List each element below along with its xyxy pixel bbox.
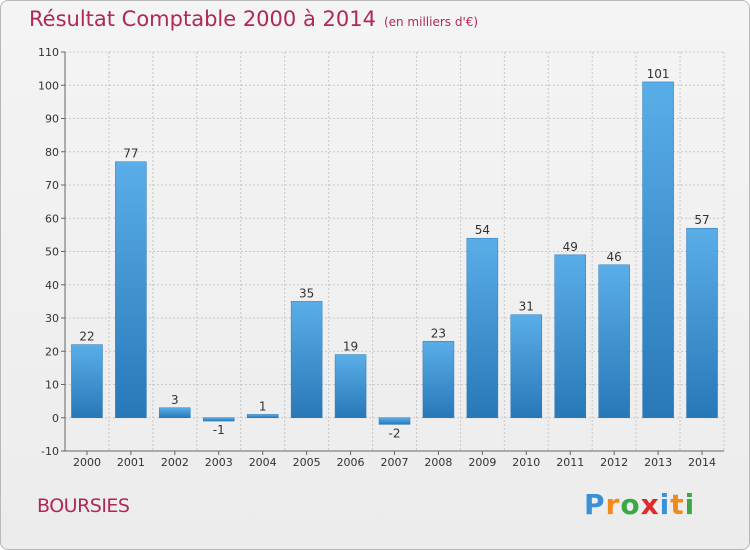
logo-letter: x (640, 488, 660, 521)
value-label-2014: 57 (694, 213, 709, 227)
x-tick-label-2010: 2010 (512, 456, 540, 469)
value-label-2006: 19 (343, 340, 358, 354)
value-label-2009: 54 (475, 223, 490, 237)
commune-name: BOURSIES (37, 495, 130, 517)
value-label-2012: 46 (607, 250, 622, 264)
value-label-2008: 23 (431, 326, 446, 340)
bar-2011 (554, 254, 586, 418)
value-label-2010: 31 (519, 300, 534, 314)
bar-2013 (642, 81, 674, 419)
y-tick-label: 30 (45, 312, 59, 325)
x-tick-label-2012: 2012 (600, 456, 628, 469)
value-label-2005: 35 (299, 286, 314, 300)
x-tick-label-2004: 2004 (249, 456, 277, 469)
x-tick-label-2005: 2005 (293, 456, 321, 469)
bar-2012 (598, 264, 630, 418)
x-tick-label-2001: 2001 (117, 456, 145, 469)
logo-letter: r (605, 488, 621, 521)
bar-2000 (71, 344, 103, 419)
x-tick-label-2011: 2011 (556, 456, 584, 469)
axes: -10 0 10 20 30 40 50 60 70 80 90 100 110 (38, 46, 724, 458)
bar-2010 (510, 314, 543, 418)
chart-subtitle: (en milliers d'€) (383, 15, 479, 29)
y-tick-label: 20 (45, 345, 59, 358)
x-tick-label-2003: 2003 (205, 456, 233, 469)
value-label-2007: -2 (389, 426, 401, 440)
x-tick-label-2008: 2008 (424, 456, 452, 469)
value-label-2011: 49 (563, 240, 578, 254)
y-tick-label: 0 (52, 412, 59, 425)
y-tick-label: 40 (45, 279, 59, 292)
y-tick-label: -10 (41, 445, 59, 458)
x-tick-label-2002: 2002 (161, 456, 189, 469)
bar-2007 (378, 417, 411, 425)
y-tick-label: 80 (45, 146, 59, 159)
value-label-2000: 22 (79, 330, 94, 344)
y-tick-label: 10 (45, 379, 59, 392)
x-tick-label-2006: 2006 (337, 456, 365, 469)
bar-2008 (422, 341, 455, 418)
proxiti-logo: Proxiti (584, 488, 695, 521)
value-label-2001: 77 (123, 147, 138, 161)
bar-2005 (290, 301, 323, 418)
labels: 22 2000 77 2001 3 2002 -1 2003 1 2004 35 2005 19 2006… (73, 67, 716, 469)
logo-letter: i (659, 488, 671, 521)
y-tick-label: 70 (45, 179, 59, 192)
value-label-2013: 101 (647, 67, 670, 81)
bar-2004 (246, 414, 279, 418)
logo-letter: i (684, 488, 696, 521)
bar-2006 (334, 354, 367, 419)
y-tick-label: 100 (38, 79, 59, 92)
x-tick-label-2013: 2013 (644, 456, 672, 469)
x-tick-label-2007: 2007 (381, 456, 409, 469)
value-label-2004: 1 (259, 399, 267, 413)
chart-title-text: Résultat Comptable 2000 à 2014 (29, 7, 376, 31)
x-tick-label-2009: 2009 (468, 456, 496, 469)
bar-2003 (203, 417, 235, 422)
y-tick-label: 50 (45, 246, 59, 259)
y-tick-label: 110 (38, 46, 59, 59)
x-tick-label-2014: 2014 (688, 456, 716, 469)
bars (71, 81, 718, 425)
logo-letter: P (584, 488, 606, 521)
y-tick-label: 60 (45, 212, 59, 225)
bar-2014 (686, 227, 718, 418)
bar-2002 (159, 407, 191, 418)
bar-2009 (466, 237, 499, 418)
value-label-2003: -1 (213, 423, 225, 437)
value-label-2002: 3 (171, 393, 179, 407)
bar-2001 (115, 161, 147, 418)
y-tick-label: 90 (45, 113, 59, 126)
logo-letter: o (620, 488, 641, 521)
logo-letter: t (670, 488, 685, 521)
chart-title: Résultat Comptable 2000 à 2014 (en millie… (29, 7, 478, 31)
x-tick-label-2000: 2000 (73, 456, 101, 469)
